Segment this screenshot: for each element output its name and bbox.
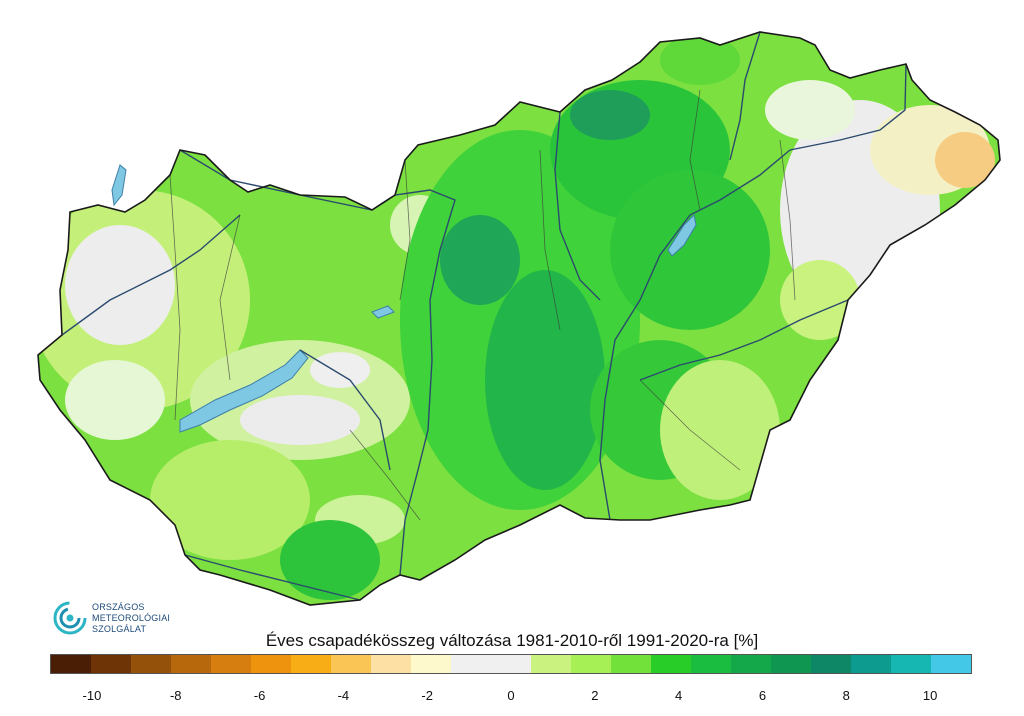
legend-swatch [851, 655, 891, 673]
legend-swatch [571, 655, 611, 673]
legend-colorbar [50, 654, 972, 674]
logo-line-3: SZOLGÁLAT [92, 624, 147, 634]
legend-tick-label: 4 [675, 688, 683, 703]
legend-tick-label: -10 [82, 688, 102, 703]
sio-river [299, 349, 391, 471]
legend-swatch [211, 655, 251, 673]
omsz-logo-text: ORSZÁGOS METEOROLÓGIAI SZOLGÁLAT [92, 602, 170, 635]
admin-lines [169, 89, 796, 521]
tisza-river [599, 63, 907, 521]
rivers [61, 31, 907, 601]
legend-swatch [291, 655, 331, 673]
legend-swatch [51, 655, 91, 673]
legend-tick-label: 2 [591, 688, 599, 703]
map-svg [37, 31, 1001, 606]
legend-swatch [331, 655, 371, 673]
zagyva-river [554, 111, 601, 301]
lake-ferto [111, 164, 127, 207]
legend-swatch [251, 655, 291, 673]
legend-swatch [771, 655, 811, 673]
legend-swatch [651, 655, 691, 673]
lake-velence [371, 305, 395, 319]
legend-swatch [91, 655, 131, 673]
omsz-logo: ORSZÁGOS METEOROLÓGIAI SZOLGÁLAT [52, 598, 212, 648]
legend-swatch [891, 655, 931, 673]
legend-tick-label: 6 [758, 688, 767, 703]
legend-tick-label: -8 [169, 688, 182, 703]
legend-swatch [691, 655, 731, 673]
legend-swatch [611, 655, 651, 673]
legend-tick-label: -2 [421, 688, 433, 703]
koros-river [639, 299, 849, 381]
raba-river [61, 214, 241, 336]
legend-swatch [491, 655, 531, 673]
omsz-logo-mark [53, 601, 87, 635]
danube-river [179, 149, 456, 576]
map-title: Éves csapadékösszeg változása 1981-2010-… [265, 631, 759, 650]
legend-tick-label: -4 [337, 688, 350, 703]
legend-swatch [171, 655, 211, 673]
legend-tick-label: 0 [507, 688, 515, 703]
drava-river [184, 554, 361, 601]
logo-line-1: ORSZÁGOS [92, 602, 145, 612]
legend-swatch [451, 655, 491, 673]
legend-tick-label: -6 [253, 688, 266, 703]
precipitation-change-map [37, 31, 1001, 606]
hungary-border [37, 31, 1001, 606]
lake-balaton [179, 349, 309, 433]
legend-tick-label: 10 [922, 688, 938, 703]
legend-swatch [731, 655, 771, 673]
legend-swatch [531, 655, 571, 673]
legend-swatch [371, 655, 411, 673]
sajo-river [729, 31, 761, 161]
legend-tick-label: 8 [842, 688, 850, 703]
legend-ticks: -10 -8 -6 -4 -2 0 2 4 6 8 10 [50, 688, 972, 708]
logo-line-2: METEOROLÓGIAI [92, 613, 171, 623]
legend-swatch [931, 655, 971, 673]
lake-tisza [667, 213, 697, 257]
legend-swatch [411, 655, 451, 673]
legend-swatch [131, 655, 171, 673]
map-fill [38, 32, 1000, 605]
legend-swatch [811, 655, 851, 673]
